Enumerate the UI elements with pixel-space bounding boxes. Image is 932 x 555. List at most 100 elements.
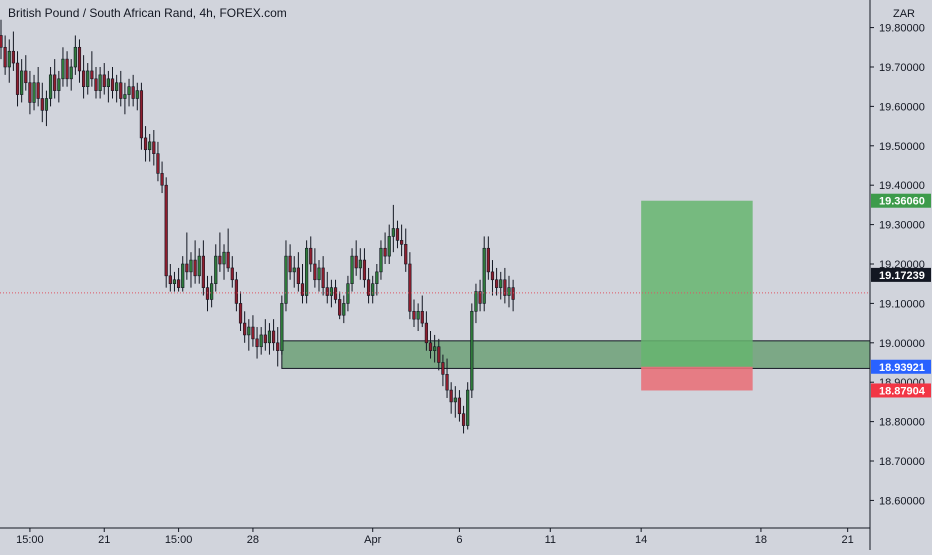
price-badge-label: 19.17239 [879,270,925,282]
time-axis[interactable]: 15:00 21 15:00 28 Apr 6 11 14 18 21 [16,528,854,546]
x-tick-label: 14 [635,534,647,546]
x-tick-label: 21 [842,534,854,546]
candle-up [358,259,362,269]
y-tick-label: 18.60000 [879,495,925,507]
price-badge [871,193,931,208]
candle-down [325,287,329,296]
candle-down [263,334,267,344]
candle-down [24,70,28,84]
x-tick-label: 11 [545,534,556,546]
candle-down [276,342,280,351]
candle-up [214,255,218,285]
candle-down [119,82,123,99]
candle-up [69,66,73,80]
price-axis[interactable]: 18.6000018.7000018.8000018.9000019.00000… [870,23,925,508]
candle-up [61,58,65,80]
candle-up [470,310,474,391]
candle-up [453,397,457,403]
candle-up [346,283,350,304]
candle-down [255,338,259,348]
candle-up [210,283,214,300]
candle-down [36,82,40,99]
price-badge [871,359,931,374]
candle-down [152,141,156,154]
stop-zone [641,366,753,391]
candle-down [288,255,292,273]
candle-down [445,374,449,391]
x-tick-label: 6 [456,534,462,546]
x-tick-label: 21 [98,534,110,546]
candle-down [313,263,317,281]
candle-down [230,267,234,281]
candle-up [416,310,420,320]
candle-up [247,326,251,336]
candle-up [292,267,296,273]
candle-up [48,74,53,99]
candle-down [205,287,210,300]
candle-down [238,303,243,324]
x-tick-label: Apr [364,534,381,546]
candle-down [40,98,44,111]
y-tick-label: 19.60000 [879,101,925,113]
candle-down [234,279,239,304]
candle-down [383,247,387,257]
candle-down [110,78,115,91]
candle-down [424,322,428,344]
price-badge [871,267,931,282]
candle-up [73,46,77,68]
candle-down [420,310,424,324]
demand-zone [281,340,871,369]
x-tick-label: 18 [755,534,767,546]
candle-down [408,263,412,312]
candle-down [461,413,466,426]
candle-down [94,78,98,91]
candle-up [197,255,201,277]
candle-up [391,228,395,237]
chart-title: British Pound / South African Rand, 4h, … [8,6,287,20]
candle-down [156,153,160,174]
candle-down [441,362,445,375]
candle-down [478,291,482,304]
candle-down [395,228,400,241]
candle-up [181,263,185,288]
y-tick-label: 18.80000 [879,417,925,429]
candle-up [433,346,437,351]
candle-up [474,291,478,312]
candle-down [321,267,325,288]
candle-up [7,50,11,68]
candle-up [482,247,486,304]
candle-down [77,46,82,72]
candle-down [300,283,305,296]
target-zone [641,200,753,367]
candle-down [201,255,205,288]
candle-down [0,35,3,48]
y-tick-label: 19.70000 [879,62,925,74]
drawing-tools[interactable] [281,200,871,391]
candle-up [106,78,110,87]
candle-up [115,82,119,91]
price-badge-label: 18.93921 [879,362,925,374]
candles [0,19,515,434]
candle-down [164,184,168,277]
candle-down [176,279,181,288]
candle-down [490,271,495,281]
candle-up [387,236,391,257]
candle-down [400,240,404,245]
candle-down [486,247,490,273]
candle-up [267,330,272,344]
price-badge [871,383,931,398]
candle-down [271,330,276,344]
y-tick-label: 18.70000 [879,456,925,468]
candle-down [503,279,507,296]
candle-down [362,259,367,281]
x-tick-label: 15:00 [165,534,193,546]
axes: ZAR [0,0,915,550]
candle-down [243,322,247,336]
candle-up [350,255,354,285]
candle-down [296,267,300,285]
candle-down [168,275,172,285]
candle-up [375,271,379,285]
candle-down [131,86,135,99]
